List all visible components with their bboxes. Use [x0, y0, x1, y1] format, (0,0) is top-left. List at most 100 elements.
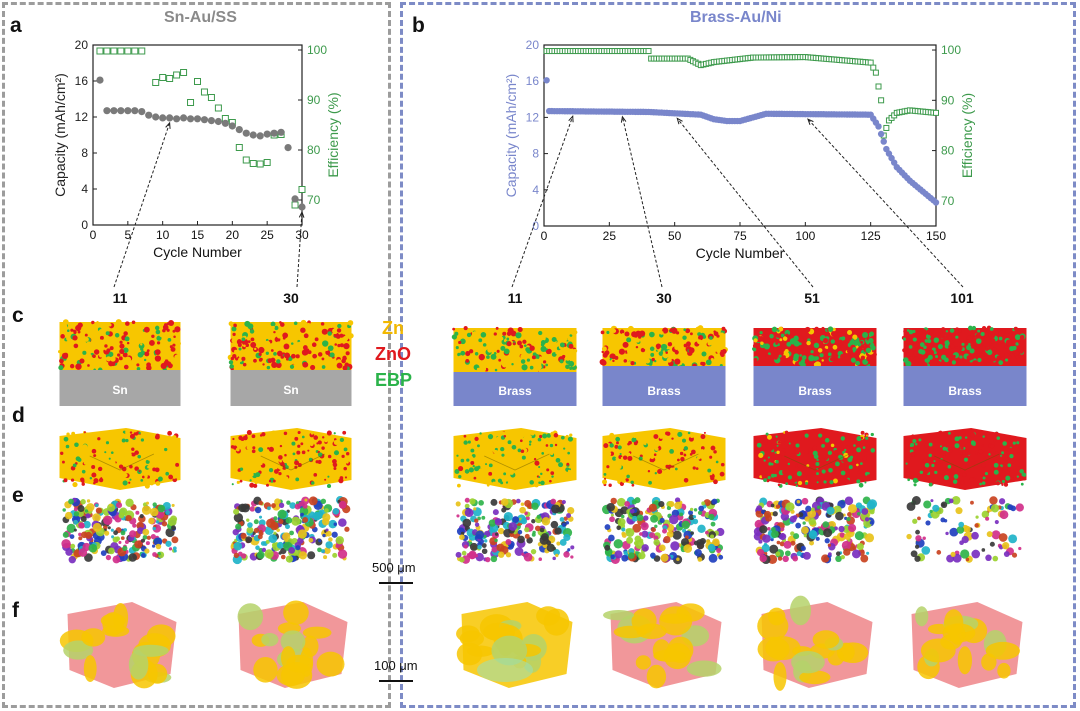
micrograph-column-0 [58, 319, 181, 689]
substrate-label-brass-11: Brass [498, 384, 532, 398]
panel-a-label: a [10, 14, 22, 37]
panel-b-frame [400, 2, 1076, 708]
cycle-label-a-30: 30 [283, 290, 299, 306]
annotation-arrow-head [676, 117, 683, 125]
capacity-point [186, 115, 195, 123]
volume-render [456, 602, 573, 688]
scale-bar-100-label: 100 μm [374, 658, 418, 673]
efficiency-point [883, 124, 890, 131]
cutaway-block [59, 428, 181, 490]
grain-map [601, 496, 725, 565]
capacity-point [263, 130, 271, 138]
cycle-label-b-11: 11 [507, 290, 523, 306]
substrate-label-sn-11: Sn [112, 383, 128, 397]
micrograph-rows [58, 319, 1027, 691]
capacity-point [880, 138, 887, 145]
capacity-point [200, 116, 209, 124]
scale-bar-500 [379, 582, 413, 584]
efficiency-point [291, 201, 299, 209]
efficiency-point [152, 79, 160, 86]
efficiency-point [256, 160, 264, 168]
capacity-point [145, 111, 153, 119]
cross-section-substrate [230, 370, 352, 406]
capacity-point [291, 195, 299, 203]
capacity-point [131, 107, 139, 115]
y-left-tick-label: 20 [526, 38, 540, 52]
efficiency-point [110, 47, 118, 55]
efficiency-point [875, 83, 882, 90]
annotation-arrow-head [165, 121, 171, 129]
annotation-arrow-head [298, 210, 305, 218]
x-tick-label: 20 [226, 228, 240, 242]
efficiency-point [263, 159, 271, 166]
panel-b-label: b [412, 14, 425, 37]
capacity-point [124, 107, 132, 115]
cycle-label-b-30: 30 [656, 290, 672, 306]
volume-render [911, 602, 1023, 688]
row-d-label: d [12, 404, 25, 427]
y-left-axis-label: Capacity (mAh/cm²) [52, 73, 68, 197]
volume-render [757, 595, 873, 691]
efficiency-point [124, 47, 132, 55]
y-left-tick-label: 4 [81, 182, 88, 196]
cross-section-substrate [453, 372, 577, 406]
capacity-point [214, 117, 222, 126]
annotation-arrow [296, 211, 303, 288]
capacity-point [159, 114, 167, 122]
substrate-label-brass-30: Brass [647, 384, 681, 398]
scale-bar-500-label: 500 μm [372, 560, 416, 575]
scale-bar-100 [379, 680, 413, 682]
efficiency-point [117, 47, 125, 55]
micrograph-column-1 [227, 319, 354, 689]
capacity-point [277, 128, 285, 136]
y-right-tick-label: 90 [941, 93, 955, 107]
efficiency-point [138, 47, 146, 55]
y-right-axis-label: Efficiency (%) [325, 92, 341, 177]
capacity-point [110, 107, 118, 115]
capacity-point [152, 113, 160, 121]
grain-map [61, 497, 179, 564]
cross-section-substrate [753, 366, 877, 406]
x-tick-label: 125 [861, 229, 881, 243]
y-left-tick-label: 0 [532, 219, 539, 233]
x-tick-label: 150 [926, 229, 946, 243]
panel-b-title: Brass-Au/Ni [690, 9, 782, 26]
micrograph-column-3 [599, 325, 728, 689]
cross-section-substrate [59, 370, 181, 406]
substrate-label-sn-30: Sn [283, 383, 299, 397]
annotation-arrow-head [807, 118, 814, 125]
capacity-point [932, 199, 940, 206]
chart-a: 0 5 10 15 20 25 30 0 4 8 12 16 20 70 80 90 100 Cycle Numb… [52, 38, 341, 288]
annotation-arrow [113, 122, 171, 288]
efficiency-point [645, 48, 652, 55]
efficiency-point [872, 69, 879, 76]
y-left-tick-label: 12 [75, 110, 89, 124]
efficiency-point [166, 75, 174, 82]
x-tick-label: 0 [90, 228, 97, 242]
efficiency-point [878, 97, 885, 104]
efficiency-point [933, 109, 939, 116]
efficiency-point [235, 144, 243, 151]
x-tick-label: 25 [260, 228, 274, 242]
volume-render [237, 600, 348, 689]
y-right-axis-label: Efficiency (%) [959, 93, 975, 178]
capacity-point [249, 131, 257, 139]
cutaway-block [903, 428, 1027, 490]
efficiency-point [173, 71, 181, 79]
annotation-arrow [511, 116, 574, 288]
micrograph-column-5 [901, 325, 1027, 688]
y-left-tick-label: 8 [81, 146, 88, 160]
y-left-tick-label: 16 [526, 74, 540, 88]
cross-section-substrate [903, 366, 1027, 406]
capacity-point [242, 129, 250, 137]
volume-render [603, 602, 722, 689]
capacity-point [103, 107, 111, 115]
capacity-point [256, 132, 264, 140]
efficiency-point [200, 88, 208, 96]
x-tick-label: 0 [541, 229, 548, 243]
x-tick-label: 10 [156, 228, 170, 242]
x-tick-label: 50 [668, 229, 682, 243]
cycle-label-b-51: 51 [804, 290, 820, 306]
capacity-point [284, 144, 292, 152]
